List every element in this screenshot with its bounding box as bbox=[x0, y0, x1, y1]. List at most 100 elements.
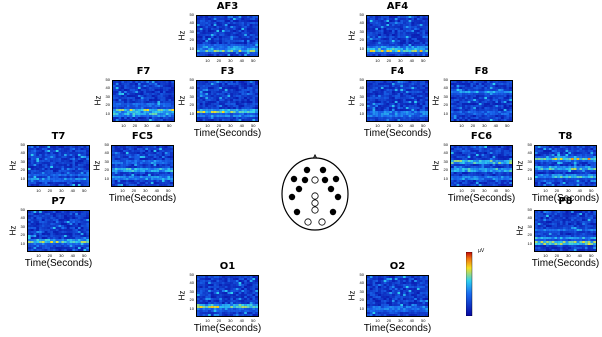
heatmap-cell bbox=[405, 83, 409, 86]
heatmap-cell bbox=[80, 247, 84, 250]
heatmap-cell bbox=[224, 36, 228, 39]
heatmap-cell bbox=[83, 180, 87, 183]
heatmap-cell bbox=[121, 89, 125, 92]
heatmap-cell bbox=[495, 158, 499, 161]
heatmap-cell bbox=[500, 111, 504, 114]
heatmap-cell bbox=[509, 97, 512, 100]
heatmap-cell bbox=[241, 95, 245, 98]
heatmap-cell bbox=[28, 219, 31, 222]
heatmap-cell bbox=[221, 52, 225, 55]
heatmap-cell bbox=[579, 156, 583, 159]
heatmap-cell bbox=[408, 105, 412, 108]
heatmap-cell bbox=[224, 81, 228, 84]
heatmap-cell bbox=[500, 170, 504, 173]
heatmap-cell bbox=[378, 26, 381, 29]
heatmap-cell bbox=[205, 16, 209, 19]
heatmap-cell bbox=[83, 247, 87, 250]
x-tick-label: 40 bbox=[409, 123, 415, 128]
heatmap-cell bbox=[408, 115, 412, 118]
heatmap-cell bbox=[30, 223, 34, 226]
heatmap-cell bbox=[470, 154, 474, 157]
heatmap-cell bbox=[33, 170, 37, 173]
heatmap-cell bbox=[470, 83, 474, 86]
heatmap-cell bbox=[205, 119, 209, 121]
heatmap-cell bbox=[372, 93, 376, 96]
y-tick-label: 50 bbox=[359, 77, 364, 82]
y-tick-label: 50 bbox=[359, 12, 364, 17]
heatmap-cell bbox=[383, 28, 387, 31]
heatmap-cell bbox=[58, 166, 62, 169]
heatmap-cell bbox=[126, 81, 130, 84]
heatmap-cell bbox=[121, 119, 125, 121]
heatmap-cell bbox=[478, 172, 482, 175]
heatmap-cell bbox=[495, 166, 499, 169]
x-tick-label: 30 bbox=[143, 188, 148, 193]
x-tick-label: 50 bbox=[251, 58, 256, 63]
heatmap-cell bbox=[500, 105, 504, 108]
heatmap-cell bbox=[492, 95, 496, 98]
heatmap-cell bbox=[503, 174, 507, 177]
heatmap-cell bbox=[219, 40, 223, 43]
heatmap-cell bbox=[573, 170, 577, 173]
heatmap-cell bbox=[459, 158, 463, 161]
heatmap-cell bbox=[170, 154, 173, 157]
heatmap-cell bbox=[126, 83, 130, 86]
heatmap-cell bbox=[41, 225, 45, 228]
heatmap-cell bbox=[55, 162, 59, 165]
heatmap-cell bbox=[500, 176, 504, 179]
heatmap-cell bbox=[134, 162, 138, 165]
heatmap-cell bbox=[213, 87, 217, 90]
heatmap-cell bbox=[462, 97, 465, 100]
heatmap-cell bbox=[414, 46, 417, 49]
heatmap-cell bbox=[562, 150, 566, 153]
heatmap-cell bbox=[115, 117, 119, 120]
heatmap-cell bbox=[83, 152, 87, 155]
heatmap-cell bbox=[47, 150, 51, 153]
heatmap-cell bbox=[249, 34, 253, 37]
heatmap-cell bbox=[557, 180, 561, 183]
heatmap-cell bbox=[422, 16, 426, 19]
heatmap-cell bbox=[459, 103, 463, 106]
heatmap-cell bbox=[148, 160, 151, 163]
heatmap-cell bbox=[61, 213, 65, 216]
heatmap-cell bbox=[537, 184, 541, 186]
heatmap-cell bbox=[143, 91, 147, 94]
heatmap-cell bbox=[125, 158, 129, 161]
heatmap-cell bbox=[405, 44, 409, 47]
x-tick-label: 20 bbox=[216, 123, 222, 128]
heatmap-cell bbox=[33, 182, 37, 185]
heatmap-cell bbox=[498, 117, 501, 120]
heatmap-cell bbox=[403, 48, 406, 51]
heatmap-cell bbox=[503, 105, 507, 108]
heatmap-cell bbox=[246, 115, 250, 118]
heatmap-cell bbox=[123, 184, 126, 186]
heatmap-cell bbox=[161, 162, 165, 165]
heatmap-cell bbox=[75, 146, 78, 149]
heatmap-cell bbox=[77, 219, 81, 222]
heatmap-cell bbox=[161, 152, 165, 155]
heatmap-cell bbox=[394, 117, 398, 120]
heatmap-cell bbox=[389, 97, 393, 100]
heatmap-cell bbox=[230, 26, 234, 29]
heatmap-cell bbox=[509, 178, 512, 181]
heatmap-cell bbox=[235, 54, 239, 56]
heatmap-cell bbox=[137, 113, 141, 116]
heatmap-cell bbox=[372, 36, 376, 39]
heatmap-cell bbox=[129, 85, 133, 88]
heatmap-cell bbox=[246, 26, 250, 29]
heatmap-cell bbox=[548, 168, 552, 171]
heatmap-cell bbox=[219, 101, 223, 104]
heatmap-cell bbox=[462, 176, 465, 179]
heatmap-cell bbox=[478, 182, 482, 185]
heatmap-cell bbox=[375, 32, 379, 35]
heatmap-cell bbox=[462, 162, 465, 165]
heatmap-cell bbox=[492, 81, 496, 84]
heatmap-cell bbox=[41, 231, 45, 234]
heatmap-cell bbox=[246, 48, 250, 51]
heatmap-cell bbox=[484, 93, 488, 96]
heatmap-cell bbox=[405, 22, 409, 25]
heatmap-cell bbox=[47, 152, 51, 155]
heatmap-cell bbox=[422, 109, 426, 112]
heatmap-cell bbox=[41, 172, 45, 175]
heatmap-cell bbox=[495, 89, 499, 92]
